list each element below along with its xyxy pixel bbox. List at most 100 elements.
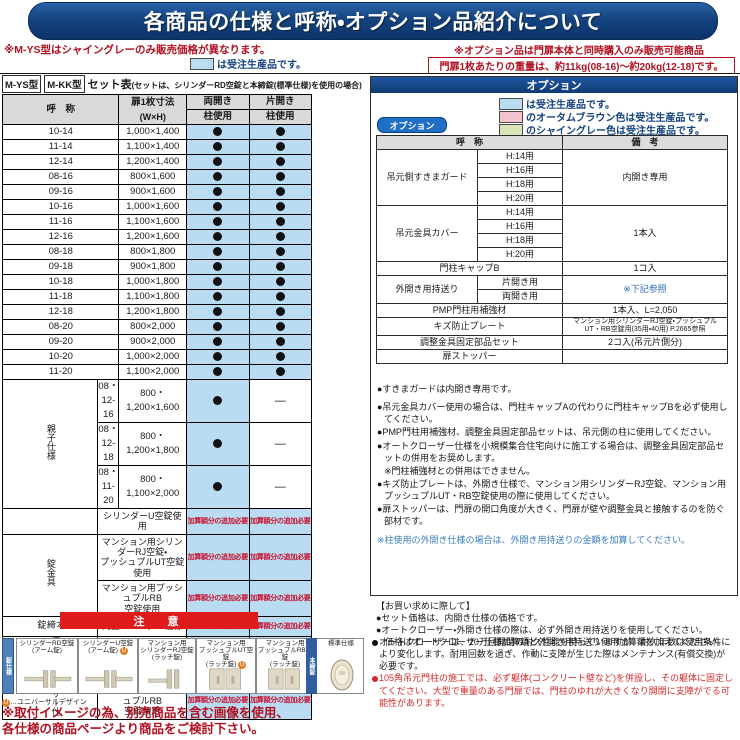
door-handle-icon: [24, 670, 72, 688]
table-row: 12-14 1,200×1,400: [1, 154, 313, 170]
option-legend-label: は受注生産品です。: [526, 100, 615, 111]
table-row: 調整金具固定部品セット 2コ入(吊元片側分): [376, 334, 728, 350]
cell-single: [248, 199, 313, 215]
cell-name: 11-20: [1, 364, 120, 380]
table-row: 11-16 1,100×1,600: [1, 214, 313, 230]
caution-item: オートクローザーは、20万回開閉の耐久性能を持っていますが、耐久年数は使用条件に…: [372, 636, 734, 672]
caution-item: 105角吊元門柱の施工では、必ず躯体(コンクリート壁など)を併設し、その躯体に固…: [372, 672, 734, 708]
option-bullet: ●キズ防止プレートは、外開き仕様で、マンション用シリンダーRJ空錠、マンション用…: [377, 478, 727, 502]
table-row: 11-14 1,100×1,400: [1, 139, 313, 155]
cell-single: [248, 154, 313, 170]
cell-size: 1,100×1,800: [118, 289, 188, 305]
cell-size: 800×1,600: [118, 169, 188, 185]
page-header: 各商品の仕様と呼称・オプション品紹介について: [0, 2, 740, 40]
option-bullet: ※柱使用の外開き仕様の場合は、外開き用持送りの金額を加算してください。: [377, 534, 691, 545]
gallery-side-tab-label: 錠仕様: [4, 657, 11, 675]
cell-double: [186, 319, 250, 335]
gallery-item[interactable]: マンション用 プッシュプルRB空錠 (ラッチ錠): [256, 638, 314, 694]
option-bar-title: オプション: [371, 77, 737, 93]
cell-name: 11-14: [1, 139, 120, 155]
cell-option-variant: H:20用: [477, 247, 563, 262]
cell-size: 1,000×2,000: [118, 349, 188, 365]
col-header-single: 片開き: [248, 94, 313, 110]
gallery-item[interactable]: シリンダーU空錠 (アーム錠) U: [78, 638, 138, 694]
cell-single: [248, 139, 313, 155]
cell-double: [186, 465, 250, 509]
cell-option-variant: H:16用: [477, 163, 563, 178]
door-handle-icon: [268, 668, 301, 690]
cell-surcharge-double: 加算額分の追加必要: [186, 508, 250, 535]
table-row: 09-20 900×2,000: [1, 334, 313, 350]
table-row: 扉ストッパー: [376, 348, 728, 364]
option-panel: オプション オプション は受注生産品です。 のオータムブラウン色は受注生産品です。…: [370, 76, 738, 596]
table-row: 門柱キャップB 1コ入: [376, 261, 728, 276]
table-row: シリンダーU空錠使用 加算額分の追加必要 加算額分の追加必要: [1, 508, 313, 535]
cell-single: —: [248, 379, 313, 423]
cell-surcharge-single: 加算額分の追加必要: [248, 616, 313, 638]
cell-single: [248, 124, 313, 140]
option-legend-list: は受注生産品です。 のオータムブラウン色は受注生産品です。 のシャイングレー色は受注…: [499, 97, 735, 137]
cell-option-remarks: 1本入、L=2,050: [562, 303, 728, 318]
cell-option-remarks: マンション用シリンダーRJ空錠・プッシュプル UT・RB空錠用(35用・40用) …: [562, 317, 728, 336]
gallery-item[interactable]: マンション用 プッシュプルUT空錠 (ラッチ錠) U: [196, 638, 256, 694]
gallery-item[interactable]: シリンダーRD空錠 (アーム錠): [16, 638, 78, 694]
spec-header-row-1: 呼 称 扉1枚寸法 (W×H) 両開き 片開き: [1, 94, 313, 125]
cell-option-variant: H:20用: [477, 191, 563, 206]
cell-size: 1,000×1,400: [118, 124, 188, 140]
table-row: キズ防止プレート マンション用シリンダーRJ空錠・プッシュプル UT・RB空錠用(3…: [376, 317, 728, 336]
option-legend-row: は受注生産品です。: [499, 97, 735, 111]
cell-option-name: 外開き用持送り: [376, 275, 478, 304]
cell-double: [186, 154, 250, 170]
cell-size: 1,000×1,800: [118, 274, 188, 290]
cell-double: [186, 124, 250, 140]
cell-single: [248, 229, 313, 245]
cell-single: [248, 259, 313, 275]
cell-size: 900×2,000: [118, 334, 188, 350]
cell-double: [186, 199, 250, 215]
table-row: 08・12-18 800・1,200×1,800 —: [3, 422, 313, 466]
cell-name: 09-18: [1, 259, 120, 275]
table-row: 08-16 800×1,600: [1, 169, 313, 185]
weight-note-box: 門扉1枚あたりの重量は、約11kg(08-16)～約20kg(12-18)です。: [428, 57, 735, 74]
bottom-warning-line: ※取付イメージの為、別売商品を含む画像を使用、: [2, 706, 289, 720]
table-row: 08-18 800×1,800: [1, 244, 313, 260]
cell-single: [248, 304, 313, 320]
cell-surcharge-double: 加算額分の追加必要: [186, 580, 250, 618]
cell-single: —: [248, 465, 313, 509]
cell-single: [248, 169, 313, 185]
option-header-row: 呼 称 備 考: [376, 135, 728, 150]
option-bullet: ※門柱補強材との併用はできません。: [384, 465, 536, 476]
cell-single: [248, 334, 313, 350]
col-header-size-main: 扉1枚寸法: [131, 96, 175, 108]
caution-body: オートクローザーは、20万回開閉の耐久性能を持っていますが、耐久年数は使用条件に…: [372, 636, 734, 709]
table-row: PMP門柱用補強材 1本入、L=2,050: [376, 303, 728, 318]
cell-name: 08-16: [1, 169, 120, 185]
cell-name: 10-16: [1, 199, 120, 215]
header-banner: 各商品の仕様と呼称・オプション品紹介について: [28, 2, 718, 40]
cell-size: 1,100×1,600: [118, 214, 188, 230]
cell-option-variant: H:18用: [477, 177, 563, 192]
swatch-pink-icon: [499, 110, 523, 123]
cell-name: 08・12-18: [97, 422, 120, 466]
lock-thumbnail-icon: [330, 659, 354, 691]
gallery-item-caption: マンション用 プッシュプルRB空錠 (ラッチ錠): [257, 640, 313, 669]
table-row: 09-16 900×1,600: [1, 184, 313, 200]
cell-lock-name: マンション用シリンダーRJ空錠・プッシュプルUT空錠使用: [97, 533, 188, 582]
swatch-blue-icon: [499, 97, 523, 110]
gallery-item[interactable]: マンション用 シリンダーRJ空錠 (ラッチ錠): [138, 638, 196, 694]
door-handle-icon: [148, 669, 180, 689]
cell-option-remarks: 2コ入(吊元片側分): [562, 334, 728, 350]
cell-name: 10-14: [1, 124, 120, 140]
cell-single: [248, 349, 313, 365]
cell-double: [186, 259, 250, 275]
cell-single: —: [248, 422, 313, 466]
table-row: 10-16 1,000×1,600: [1, 199, 313, 215]
cell-option-remarks: 1コ入: [562, 261, 728, 276]
cell-option-name: 調整金具固定部品セット: [376, 334, 563, 350]
cell-size: 1,000×1,600: [118, 199, 188, 215]
header-divider: [0, 73, 740, 74]
cell-surcharge-single: 加算額分の追加必要: [248, 508, 313, 535]
option-bullet: ●すきまガードは内開き専用です。: [377, 384, 517, 394]
door-handle-icon: [85, 670, 133, 688]
